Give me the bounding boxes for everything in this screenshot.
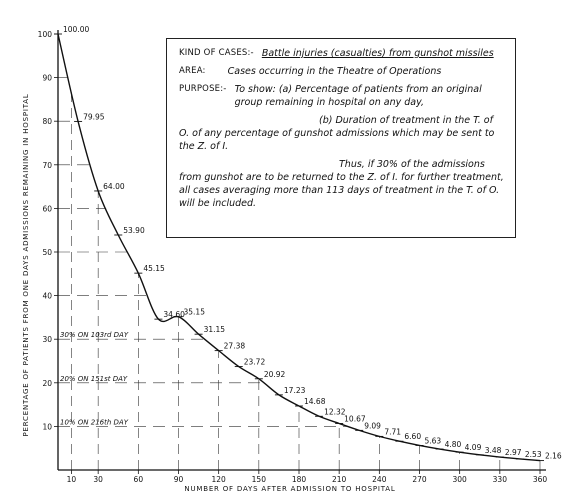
data-label: 34.60 xyxy=(163,310,185,319)
y-tick-label: 40 xyxy=(42,292,52,301)
data-label: 53.90 xyxy=(123,226,145,235)
kind-key: KIND OF CASES:- xyxy=(179,48,254,58)
x-axis-title: NUMBER OF DAYS AFTER ADMISSION TO HOSPIT… xyxy=(184,485,395,493)
y-axis-title: PERCENTAGE OF PATIENTS FROM ONE DAYS ADM… xyxy=(22,93,30,436)
area-value: Cases occurring in the Theatre of Operat… xyxy=(227,66,442,77)
data-label: 9.09 xyxy=(364,421,381,430)
data-label: 5.63 xyxy=(425,436,442,445)
data-label: 31.15 xyxy=(204,325,226,334)
data-label: 14.68 xyxy=(304,397,326,406)
data-label: 7.71 xyxy=(384,427,401,436)
purpose-a: To show: (a) Percentage of patients from… xyxy=(234,84,482,108)
x-tick-label: 180 xyxy=(292,475,307,484)
y-tick-label: 20 xyxy=(42,379,52,388)
y-tick-label: 30 xyxy=(42,335,52,344)
data-label: 6.60 xyxy=(404,432,421,441)
y-tick-label: 90 xyxy=(42,74,52,83)
data-label: 64.00 xyxy=(103,182,125,191)
data-label: 2.53 xyxy=(525,450,542,459)
x-tick-label: 360 xyxy=(533,475,548,484)
annotation-label: 10% ON 216th DAY xyxy=(60,418,129,426)
annotations: 30% ON 103rd DAY 20% ON 151st DAY 10% ON 2… xyxy=(60,331,129,426)
y-tick-label: 10 xyxy=(42,422,52,431)
data-label: 45.15 xyxy=(143,264,165,273)
data-label: 3.48 xyxy=(485,446,502,455)
data-label: 79.95 xyxy=(83,112,105,121)
area-row: AREA: Cases occurring in the Theatre of … xyxy=(179,65,505,78)
kind-row: KIND OF CASES:- Battle injuries (casualt… xyxy=(179,47,505,60)
data-label: 20.92 xyxy=(264,370,286,379)
x-tick-label: 30 xyxy=(93,475,103,484)
data-markers xyxy=(54,33,544,462)
data-label: 10.67 xyxy=(344,414,366,423)
data-label: 12.32 xyxy=(324,407,346,416)
data-label: 2.16 xyxy=(545,452,562,461)
data-label: 2.97 xyxy=(505,448,522,457)
annotation-label: 30% ON 103rd DAY xyxy=(60,331,129,339)
data-label: 100.00 xyxy=(63,25,89,34)
data-label: 27.38 xyxy=(224,342,246,351)
y-tick-label: 100 xyxy=(38,30,53,39)
x-tick-label: 210 xyxy=(332,475,347,484)
data-label: 23.72 xyxy=(244,358,266,367)
info-box: KIND OF CASES:- Battle injuries (casualt… xyxy=(166,38,516,238)
x-tick-label: 330 xyxy=(493,475,508,484)
x-tick-label: 120 xyxy=(212,475,227,484)
x-tick-label: 300 xyxy=(453,475,468,484)
x-tick-label: 150 xyxy=(252,475,267,484)
y-tick-label: 80 xyxy=(42,117,52,126)
data-label: 35.15 xyxy=(184,308,206,317)
data-label: 17.23 xyxy=(284,386,306,395)
purpose-key: PURPOSE:- xyxy=(179,84,227,94)
annotation-label: 20% ON 151st DAY xyxy=(60,375,128,383)
y-tick-label: 60 xyxy=(42,204,52,213)
x-tick-label: 10 xyxy=(67,475,77,484)
x-tick-label: 240 xyxy=(372,475,387,484)
y-tick-label: 50 xyxy=(42,248,52,257)
purpose-b: (b) Duration of treatment in the T. of O… xyxy=(179,115,495,152)
purpose-c: Thus, if 30% of the admissions from guns… xyxy=(179,159,504,209)
grid xyxy=(58,77,541,470)
x-tick-label: 270 xyxy=(412,475,427,484)
y-tick-label: 70 xyxy=(42,161,52,170)
purpose-row: PURPOSE:- To show: (a) Percentage of pat… xyxy=(179,83,505,109)
x-tick-label: 60 xyxy=(134,475,144,484)
tick-labels: 10 30 60 90 120 150 180 210 240 270 300 330 360 10 20 3… xyxy=(38,30,548,484)
data-label: 4.09 xyxy=(465,443,482,452)
area-key: AREA: xyxy=(179,66,206,76)
x-tick-label: 90 xyxy=(174,475,184,484)
kind-value: Battle injuries (casualties) from gunsho… xyxy=(261,48,494,59)
data-label: 4.80 xyxy=(445,440,462,449)
